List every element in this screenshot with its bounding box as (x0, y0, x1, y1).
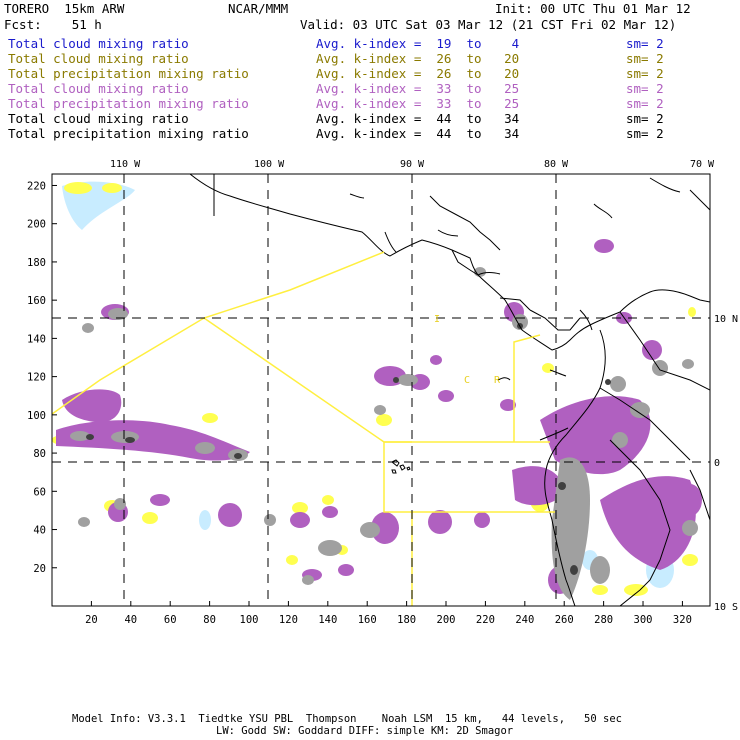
model-info: Model Info: V3.3.1 Tiedtke YSU PBL Thomp… (72, 713, 622, 725)
legend-field-name: Total cloud mixing ratio (8, 36, 189, 51)
field-shading (52, 181, 702, 600)
x-tick-labels: 20 40 60 80 100 120 140 160 180 200 220 240 260 280 30… (85, 614, 692, 626)
legend-field-name: Total cloud mixing ratio (8, 51, 189, 66)
legend-field-name: Total precipitation mixing ratio (8, 96, 249, 111)
legend-kindex: Avg. k-index = 19 to 4 (316, 36, 520, 51)
galapagos-islands (391, 459, 411, 474)
x-tick-label: 140 (318, 614, 337, 626)
y-tick-label: 220 (27, 180, 46, 192)
legend-kindex: Avg. k-index = 44 to 34 (316, 126, 520, 141)
physics-info: LW: Godd SW: Goddard DIFF: simple KM: 2D… (216, 725, 514, 737)
legend-smoothing: sm= 2 (626, 96, 664, 111)
legend-smoothing: sm= 2 (626, 66, 664, 81)
y-tick-label: 100 (27, 410, 46, 422)
y-tick-label: 40 (33, 525, 46, 537)
legend-field-name: Total precipitation mixing ratio (8, 126, 249, 141)
lat-label: 10 N (714, 314, 738, 325)
lat-lon-grid (52, 174, 710, 606)
y-tick-labels: 20 40 60 80 100 120 140 160 180 200 220 (27, 180, 46, 574)
organization: NCAR/MMM (228, 1, 289, 16)
x-tick-label: 100 (240, 614, 259, 626)
region-labels: I C R (434, 314, 501, 386)
x-tick-label: 160 (358, 614, 377, 626)
legend-field-name: Total cloud mixing ratio (8, 81, 189, 96)
axis-labels: 110 W 100 W 90 W 80 W 70 W 10 N 0 10 S (110, 159, 738, 613)
valid-time: Valid: 03 UTC Sat 03 Mar 12 (21 CST Fri … (300, 17, 677, 32)
coastlines (189, 174, 710, 606)
legend-smoothing: sm= 2 (626, 111, 664, 126)
legend-smoothing: sm= 2 (626, 126, 664, 141)
lon-label: 70 W (690, 159, 715, 170)
x-tick-label: 220 (476, 614, 495, 626)
legend-field-name: Total cloud mixing ratio (8, 111, 189, 126)
x-tick-label: 240 (515, 614, 534, 626)
legend-smoothing: sm= 2 (626, 36, 664, 51)
x-tick-label: 320 (673, 614, 692, 626)
dark-cloud-cores (86, 323, 611, 575)
forecast-hour: Fcst: 51 h (4, 17, 102, 32)
legend-kindex: Avg. k-index = 26 to 20 (316, 66, 520, 81)
y-tick-label: 20 (33, 563, 46, 575)
x-tick-label: 300 (634, 614, 653, 626)
x-tick-label: 120 (279, 614, 298, 626)
model-name: TORERO 15km ARW (4, 1, 125, 16)
y-tick-label: 200 (27, 219, 46, 231)
x-tick-label: 40 (124, 614, 137, 626)
x-tick-label: 200 (437, 614, 456, 626)
y-tick-label: 160 (27, 295, 46, 307)
lon-label: 110 W (110, 159, 141, 170)
legend-kindex: Avg. k-index = 33 to 25 (316, 81, 520, 96)
init-time: Init: 00 UTC Thu 01 Mar 12 (495, 1, 691, 16)
y-tick-label: 80 (33, 448, 46, 460)
y-tick-label: 60 (33, 486, 46, 498)
y-tick-label: 120 (27, 372, 46, 384)
legend-kindex: Avg. k-index = 44 to 34 (316, 111, 520, 126)
axis-ticks (52, 184, 683, 606)
legend-smoothing: sm= 2 (626, 51, 664, 66)
x-tick-label: 280 (594, 614, 613, 626)
region-label: C (464, 375, 470, 386)
x-tick-label: 180 (397, 614, 416, 626)
lon-label: 100 W (254, 159, 285, 170)
lat-label: 0 (714, 458, 720, 469)
gray-cloud-areas (70, 267, 698, 600)
legend-kindex: Avg. k-index = 33 to 25 (316, 96, 520, 111)
lat-label: 10 S (714, 602, 738, 613)
legend-field-name: Total precipitation mixing ratio (8, 66, 249, 81)
purple-cloud-areas (56, 239, 702, 594)
lon-label: 80 W (544, 159, 569, 170)
y-tick-label: 180 (27, 257, 46, 269)
legend-smoothing: sm= 2 (626, 81, 664, 96)
region-label: I (434, 314, 440, 325)
x-tick-label: 260 (555, 614, 574, 626)
lon-label: 90 W (400, 159, 425, 170)
legend-kindex: Avg. k-index = 26 to 20 (316, 51, 520, 66)
y-tick-label: 140 (27, 333, 46, 345)
x-tick-label: 20 (85, 614, 98, 626)
x-tick-label: 60 (164, 614, 177, 626)
region-label: R (494, 375, 501, 386)
x-tick-label: 80 (203, 614, 216, 626)
plot-frame (51, 173, 711, 607)
